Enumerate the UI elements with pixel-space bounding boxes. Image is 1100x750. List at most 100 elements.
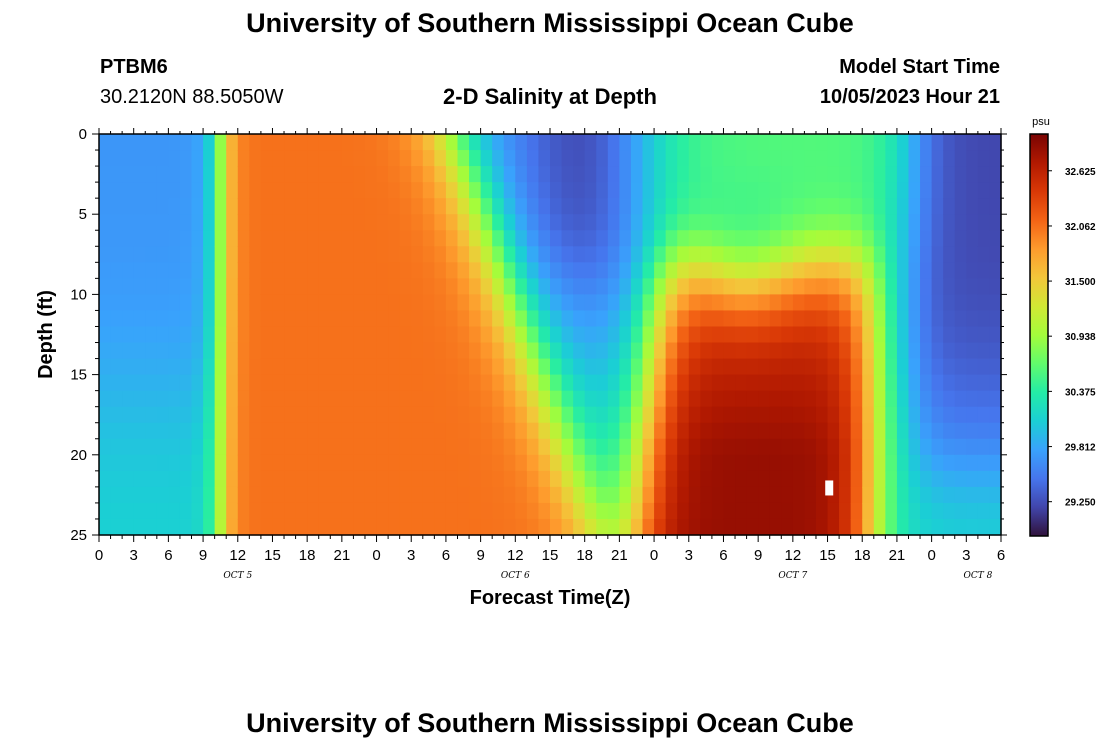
heatmap-cell (179, 198, 193, 215)
heatmap-cell (422, 310, 435, 328)
heatmap-cell (920, 134, 933, 151)
x-tick-label: 12 (507, 547, 524, 564)
heatmap-cell (920, 150, 933, 167)
heatmap-cell (584, 198, 597, 215)
heatmap-cell (284, 230, 297, 247)
heatmap-cell (307, 438, 320, 456)
heatmap-cell (815, 214, 829, 231)
heatmap-cell (839, 502, 852, 520)
heatmap-cell (920, 262, 933, 279)
heatmap-cell (862, 406, 875, 424)
heatmap-cell (364, 166, 378, 183)
heatmap-cell (179, 246, 193, 263)
heatmap-cell (272, 486, 285, 504)
heatmap-cell (700, 214, 713, 231)
heatmap-cell (619, 358, 632, 376)
heatmap-cell (445, 422, 459, 440)
heatmap-cell (307, 134, 320, 151)
heatmap-cell (145, 470, 158, 488)
heatmap-cell (977, 182, 991, 199)
heatmap-cell (214, 166, 227, 183)
heatmap-cell (746, 470, 759, 488)
heatmap-cell (399, 278, 412, 295)
heatmap-cell (399, 374, 412, 392)
heatmap-cell (411, 342, 424, 360)
heatmap-cell (457, 518, 470, 536)
heatmap-cell (723, 134, 736, 151)
heatmap-cell (168, 358, 181, 376)
heatmap-cell (700, 502, 713, 520)
heatmap-cell (99, 422, 112, 440)
heatmap-cell (353, 518, 366, 536)
heatmap-cell (388, 470, 401, 488)
heatmap-cell (792, 438, 806, 456)
heatmap-cell (179, 406, 193, 424)
heatmap-cell (434, 342, 447, 360)
heatmap-cell (156, 374, 169, 392)
heatmap-cell (295, 278, 308, 295)
heatmap-cell (573, 166, 586, 183)
heatmap-cell (469, 246, 482, 263)
heatmap-cell (688, 422, 701, 440)
heatmap-cell (700, 374, 713, 392)
heatmap-cell (630, 214, 644, 231)
heatmap-cell (584, 150, 597, 167)
heatmap-cell (249, 294, 262, 312)
heatmap-cell (99, 438, 112, 456)
heatmap-cell (908, 230, 921, 247)
heatmap-cell (133, 310, 146, 328)
heatmap-cell (665, 214, 678, 231)
heatmap-cell (295, 454, 308, 472)
heatmap-cell (318, 438, 331, 456)
heatmap-cell (596, 374, 609, 392)
heatmap-cell (330, 166, 343, 183)
heatmap-cell (133, 454, 146, 472)
heatmap-cell (457, 422, 470, 440)
heatmap-cell (156, 438, 169, 456)
heatmap-cell (746, 502, 759, 520)
heatmap-cell (353, 182, 366, 199)
heatmap-cell (284, 214, 297, 231)
heatmap-cell (723, 390, 736, 408)
heatmap-cell (977, 470, 991, 488)
heatmap-cell (399, 422, 412, 440)
heatmap-cell (526, 374, 540, 392)
heatmap-cell (307, 182, 320, 199)
heatmap-cell (388, 294, 401, 312)
heatmap-cell (896, 374, 910, 392)
heatmap-cell (457, 150, 470, 167)
heatmap-cell (434, 486, 447, 504)
heatmap-cell (839, 422, 852, 440)
heatmap-cell (561, 166, 574, 183)
heatmap-cell (665, 166, 678, 183)
heatmap-cell (445, 438, 459, 456)
heatmap-cell (607, 358, 620, 376)
heatmap-cell (908, 278, 921, 295)
heatmap-cell (711, 294, 725, 312)
missing-data-cell (825, 480, 834, 496)
heatmap-cell (399, 358, 412, 376)
heatmap-cell (735, 246, 748, 263)
heatmap-cell (688, 230, 701, 247)
heatmap-cell (226, 246, 239, 263)
heatmap-cell (503, 150, 516, 167)
heatmap-cell (781, 198, 794, 215)
heatmap-cell (781, 454, 794, 472)
heatmap-cell (364, 278, 378, 295)
heatmap-cell (295, 294, 308, 312)
heatmap-cell (862, 278, 875, 295)
heatmap-cell (260, 406, 274, 424)
heatmap-cell (376, 438, 389, 456)
heatmap-cell (469, 150, 482, 167)
heatmap-cell (677, 470, 690, 488)
heatmap-cell (203, 262, 216, 279)
heatmap-cell (515, 150, 528, 167)
heatmap-cell (515, 310, 528, 328)
heatmap-cell (642, 198, 655, 215)
heatmap-cell (804, 502, 817, 520)
heatmap-cell (480, 230, 493, 247)
heatmap-cell (503, 358, 516, 376)
heatmap-cell (469, 390, 482, 408)
heatmap-cell (607, 422, 620, 440)
heatmap-cell (179, 390, 193, 408)
